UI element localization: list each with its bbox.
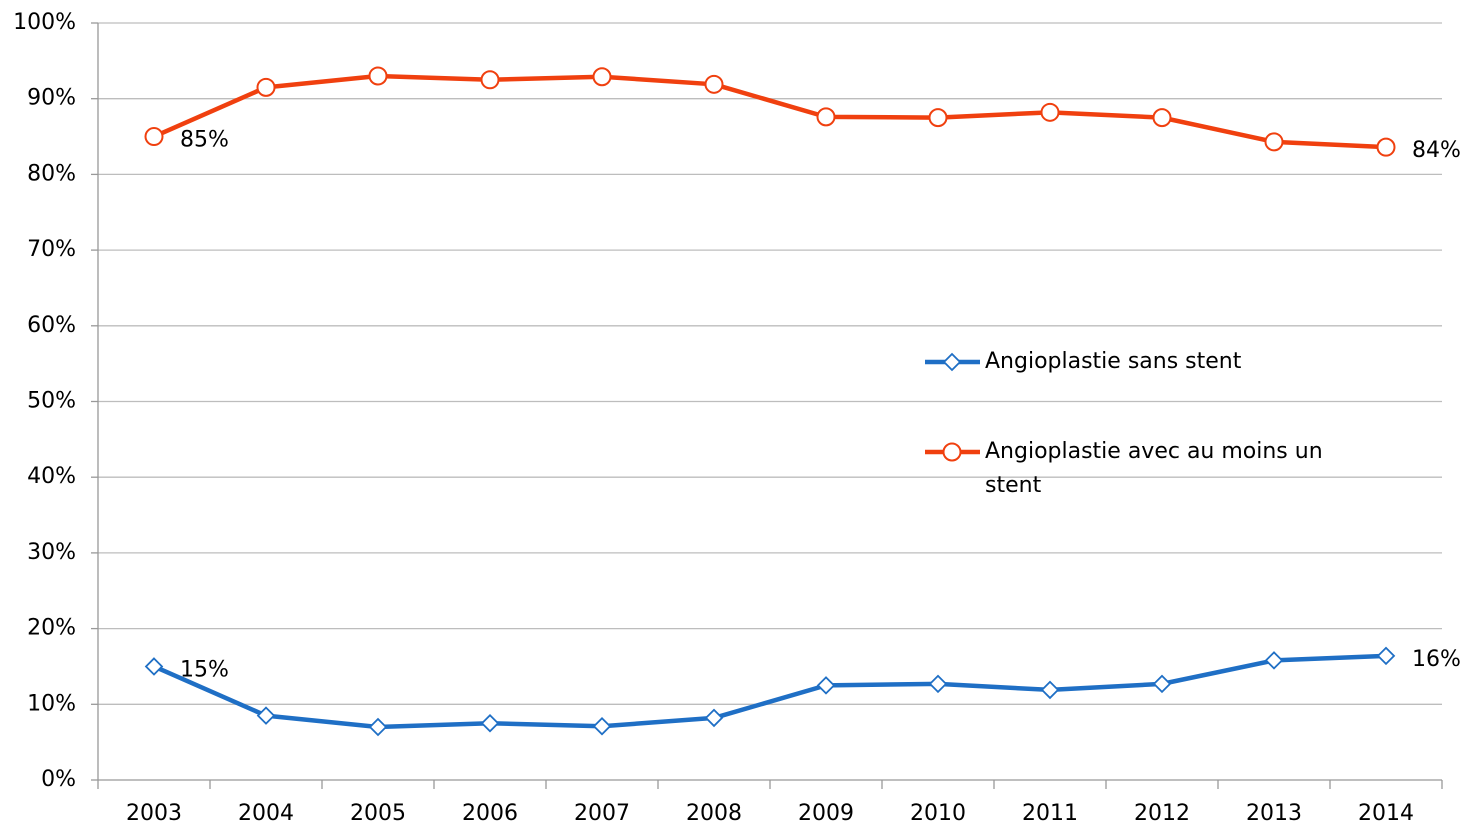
point bbox=[368, 717, 388, 737]
y-tick-label: 20% bbox=[27, 616, 76, 641]
y-tick-label: 100% bbox=[13, 10, 76, 35]
y-tick-label: 60% bbox=[27, 313, 76, 338]
legend-line-text: stent bbox=[985, 473, 1042, 498]
point bbox=[480, 70, 500, 90]
x-tick-label: 2003 bbox=[126, 801, 182, 826]
point bbox=[928, 674, 948, 694]
series-line bbox=[153, 653, 1387, 730]
x-tick-label: 2014 bbox=[1358, 801, 1414, 826]
y-tick-label: 0% bbox=[41, 767, 76, 792]
data-label: 15% bbox=[180, 657, 229, 682]
y-tick-label: 50% bbox=[27, 389, 76, 414]
point bbox=[704, 74, 724, 94]
x-tick-label: 2005 bbox=[350, 801, 406, 826]
point bbox=[704, 708, 724, 728]
data-label: 85% bbox=[180, 128, 229, 153]
point bbox=[144, 127, 164, 147]
legend-line-text: Angioplastie avec au moins un bbox=[985, 439, 1323, 464]
x-tick-label: 2006 bbox=[462, 801, 518, 826]
point bbox=[256, 706, 276, 725]
y-tick-label: 30% bbox=[27, 540, 76, 565]
point bbox=[1264, 651, 1284, 670]
x-tick-label: 2012 bbox=[1134, 801, 1190, 826]
point bbox=[1040, 102, 1060, 122]
point bbox=[368, 66, 388, 86]
point bbox=[592, 67, 612, 87]
y-tick-label: 10% bbox=[27, 691, 76, 716]
legend-marker bbox=[942, 442, 962, 462]
point bbox=[1152, 108, 1172, 128]
data-label: 84% bbox=[1412, 138, 1461, 163]
point bbox=[480, 713, 500, 733]
x-tick-label: 2013 bbox=[1246, 801, 1302, 826]
point bbox=[1152, 674, 1172, 694]
y-tick-label: 80% bbox=[27, 161, 76, 186]
point bbox=[1376, 137, 1396, 157]
x-tick-label: 2004 bbox=[238, 801, 294, 826]
x-tick-label: 2010 bbox=[910, 801, 966, 826]
x-tick-label: 2009 bbox=[798, 801, 854, 826]
point bbox=[256, 77, 276, 97]
point bbox=[816, 676, 836, 695]
legend-line-text: Angioplastie sans stent bbox=[985, 349, 1242, 374]
point bbox=[1376, 646, 1396, 666]
series-line bbox=[153, 73, 1387, 150]
legend-marker bbox=[942, 352, 962, 372]
data-label: 16% bbox=[1412, 647, 1461, 672]
x-tick-label: 2011 bbox=[1022, 801, 1078, 826]
x-tick-label: 2008 bbox=[686, 801, 742, 826]
point bbox=[928, 108, 948, 128]
point bbox=[1040, 680, 1060, 700]
point bbox=[592, 716, 612, 736]
x-tick-label: 2007 bbox=[574, 801, 630, 826]
legend-label: Angioplastie avec au moins un stent bbox=[985, 439, 1323, 498]
point bbox=[1264, 132, 1284, 152]
y-tick-label: 70% bbox=[27, 237, 76, 262]
point bbox=[816, 107, 836, 127]
y-tick-label: 40% bbox=[27, 464, 76, 489]
y-tick-label: 90% bbox=[27, 86, 76, 111]
point bbox=[144, 657, 164, 676]
legend-label: Angioplastie sans stent bbox=[985, 349, 1242, 374]
